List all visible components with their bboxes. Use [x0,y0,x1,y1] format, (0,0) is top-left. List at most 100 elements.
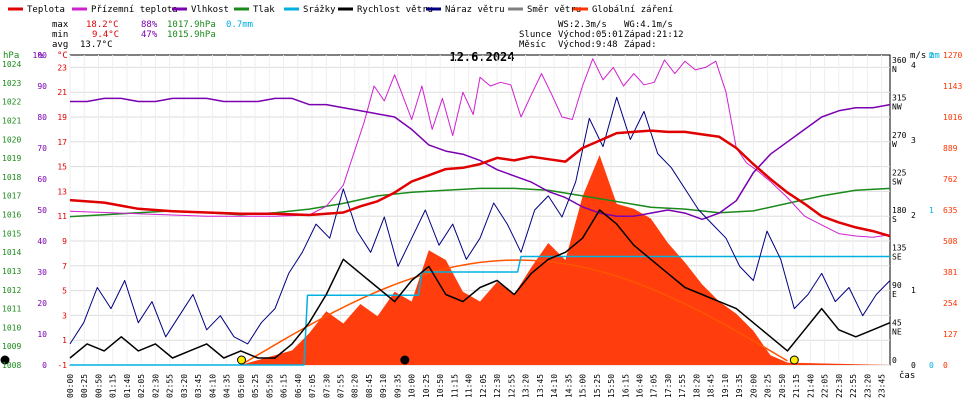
x-tick-label: 12:05 [479,374,488,398]
c-tick-label: 23 [57,63,67,72]
x-tick-label: 15:50 [607,374,616,398]
ws-value: WS:2.3m/s [558,20,607,30]
hpa-tick-label: 1021 [2,116,21,125]
hpa-tick-label: 1024 [2,60,21,69]
moon-rise: Východ:9:48 [558,40,618,50]
sun-set: Západ:21:12 [624,30,684,40]
x-tick-label: 13:45 [536,374,545,398]
pct-tick-label: 40 [37,237,47,246]
avg-temp: 13.7°C [80,40,113,50]
sun-label: Slunce [519,30,552,40]
deg-tick-label: 135 [892,244,907,253]
dir-tick-label: NE [892,328,902,337]
x-tick-label: 06:15 [280,374,289,398]
ms-tick-label: 2 [911,211,916,220]
c-tick-label: 7 [62,262,67,271]
x-tick-label: 10:00 [408,374,417,398]
legend-label-0: Teplota [27,5,65,15]
dir-tick-label: S [892,215,897,224]
x-tick-label: 19:10 [721,374,730,398]
series-rain [70,255,890,366]
c-tick-label: 11 [57,212,67,221]
x-tick-label: 05:25 [251,374,260,398]
pct-tick-label: 100 [33,51,48,60]
sun-arc [240,259,788,366]
time-axis-label: čas [899,370,915,381]
x-tick-label: 08:45 [365,374,374,398]
x-tick-label: 09:10 [379,374,388,398]
hpa-tick-label: 1016 [2,211,21,220]
wm2-tick-label: 635 [943,206,958,215]
c-tick-label: -1 [57,361,67,370]
hpa-tick-label: 1015 [2,229,21,238]
hpa-tick-label: 1013 [2,267,21,276]
chart-title: 12.6.2024 [449,50,514,64]
pct-tick-label: 70 [37,144,47,153]
x-tick-label: 17:05 [650,374,659,398]
x-tick-label: 07:05 [308,374,317,398]
hpa-tick-label: 1011 [2,305,21,314]
pct-tick-label: 30 [37,268,47,277]
sunset-marker [789,355,799,365]
max-label: max [52,20,69,30]
moon-marker [0,355,10,365]
x-tick-label: 11:40 [465,374,474,398]
radiation-area [70,155,890,365]
dir-tick-label: W [892,140,897,149]
x-tick-label: 17:30 [664,374,673,398]
pct-tick-label: 20 [37,299,47,308]
wm2-tick-label: 381 [943,268,958,277]
min-hum: 47% [141,30,158,40]
deg-tick-label: 225 [892,169,907,178]
dir-tick-label: SW [892,178,902,187]
min-temp: 9.4°C [92,30,119,40]
ms-tick-label: 3 [911,136,916,145]
hpa-tick-label: 1017 [2,192,21,201]
legend-label-4: Srážky [303,5,336,15]
x-tick-label: 01:15 [109,374,118,398]
wm2-tick-label: 762 [943,175,958,184]
hpa-tick-label: 1009 [2,342,21,351]
hpa-tick-label: 1014 [2,248,21,257]
max-temp: 18.2°C [86,20,119,30]
x-tick-label: 12:30 [493,374,502,398]
x-tick-label: 12:55 [507,374,516,398]
ms-tick-label: 4 [911,61,916,70]
avg-label: avg [52,40,68,50]
pct-tick-label: 90 [37,82,47,91]
hpa-tick-label: 1020 [2,135,21,144]
pct-tick-label: 0 [42,361,47,370]
x-tick-label: 15:25 [593,374,602,398]
x-tick-label: 20:00 [749,374,758,398]
x-tick-label: 11:15 [450,374,459,398]
x-tick-label: 00:00 [66,374,75,398]
x-tick-label: 14:10 [550,374,559,398]
c-axis-label: °C [57,51,68,61]
pct-tick-label: 50 [37,206,47,215]
deg-tick-label: 45 [892,319,902,328]
c-tick-label: 5 [62,287,67,296]
wm2-tick-label: 508 [943,237,958,246]
c-tick-label: 9 [62,237,67,246]
x-tick-label: 21:15 [792,374,801,398]
x-tick-label: 07:55 [337,374,346,398]
hpa-tick-label: 1018 [2,173,21,182]
wm2-tick-label: 889 [943,144,958,153]
max-hum: 88% [141,20,158,30]
x-tick-label: 20:25 [764,374,773,398]
mm-tick-label: 0 [929,361,934,370]
ms-axis-label: m/s [910,51,926,61]
x-tick-label: 23:20 [863,374,872,398]
legend-label-2: Vlhkost [191,5,229,15]
deg-tick-label: 360 [892,56,907,65]
hpa-tick-label: 1023 [2,79,21,88]
legend-label-8: Globální záření [592,5,673,15]
mm-axis-label: mm [929,51,940,61]
max-press: 1017.9hPa [167,20,216,30]
pct-tick-label: 80 [37,113,47,122]
x-tick-label: 18:20 [692,374,701,398]
x-tick-label: 15:00 [579,374,588,398]
hpa-tick-label: 1010 [2,323,21,332]
ms-tick-label: 0 [911,361,916,370]
x-tick-label: 19:35 [735,374,744,398]
